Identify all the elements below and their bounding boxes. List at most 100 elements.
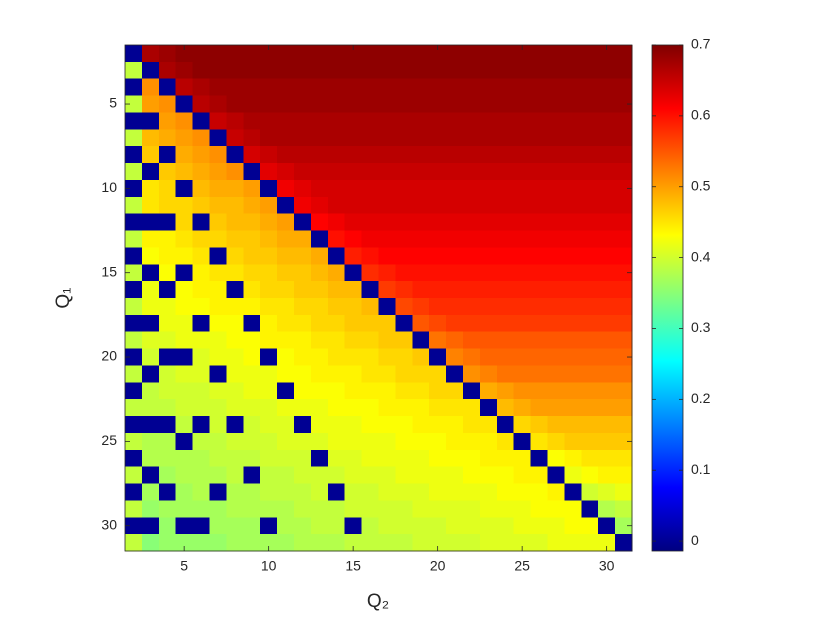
heatmap-cell xyxy=(294,230,312,248)
heatmap-cell xyxy=(209,78,227,96)
heatmap-cell xyxy=(446,466,464,484)
heatmap-cell xyxy=(327,534,346,552)
heatmap-cell xyxy=(547,129,565,147)
heatmap-cell xyxy=(378,314,396,333)
heatmap-cell xyxy=(547,61,565,80)
heatmap-cell xyxy=(446,45,464,63)
heatmap-cell xyxy=(429,298,447,316)
heatmap-cell xyxy=(598,314,616,333)
heatmap-cell xyxy=(581,230,599,248)
heatmap-cell xyxy=(564,449,582,468)
heatmap-cell xyxy=(260,163,278,181)
heatmap-cell xyxy=(463,382,481,400)
heatmap-cell xyxy=(327,298,346,316)
heatmap-cell xyxy=(530,247,548,265)
heatmap-cell xyxy=(564,247,582,265)
heatmap-cell xyxy=(412,264,430,282)
heatmap-cell xyxy=(547,230,565,248)
heatmap-cell xyxy=(361,179,379,198)
heatmap-cell xyxy=(243,230,261,248)
heatmap-cell xyxy=(327,78,346,96)
heatmap-cell xyxy=(479,466,498,484)
heatmap-cell xyxy=(479,449,498,468)
heatmap-cell xyxy=(125,331,143,349)
heatmap-cell xyxy=(429,314,447,333)
heatmap-cell xyxy=(479,196,498,215)
heatmap-cell xyxy=(158,466,177,484)
heatmap-cell xyxy=(581,213,599,231)
heatmap-cell xyxy=(547,483,565,501)
heatmap-cell xyxy=(192,230,210,248)
heatmap-cell xyxy=(310,179,329,198)
heatmap-cell xyxy=(378,230,396,248)
heatmap-cell xyxy=(209,534,227,552)
heatmap-cell xyxy=(327,416,346,434)
heatmap-cell xyxy=(581,281,599,299)
heatmap-cell xyxy=(581,264,599,282)
heatmap-cell xyxy=(243,112,261,130)
heatmap-cell xyxy=(513,298,531,316)
heatmap-cell xyxy=(395,264,413,282)
heatmap-cell xyxy=(395,213,413,231)
heatmap-cell xyxy=(344,432,362,451)
heatmap-cell xyxy=(141,466,160,484)
heatmap-cell xyxy=(446,382,464,400)
heatmap-cell xyxy=(125,95,143,113)
heatmap-cell xyxy=(615,534,633,552)
heatmap-cell xyxy=(496,382,515,400)
heatmap-cell xyxy=(344,281,362,299)
heatmap-cell xyxy=(243,61,261,80)
heatmap-cell xyxy=(327,281,346,299)
heatmap-cell xyxy=(125,432,143,451)
heatmap-cell xyxy=(209,247,227,265)
heatmap-cell xyxy=(344,146,362,164)
heatmap-cell xyxy=(260,61,278,80)
heatmap-cell xyxy=(395,61,413,80)
heatmap-cell xyxy=(327,314,346,333)
heatmap-cell xyxy=(158,146,177,164)
heatmap-cell xyxy=(310,517,329,535)
heatmap-cell xyxy=(479,331,498,349)
heatmap-cell xyxy=(344,264,362,282)
heatmap-cell xyxy=(395,230,413,248)
heatmap-cell xyxy=(141,95,160,113)
heatmap-cell xyxy=(226,331,244,349)
heatmap-cell xyxy=(243,129,261,147)
heatmap-cell xyxy=(615,348,633,366)
heatmap-cell xyxy=(479,247,498,265)
heatmap-cell xyxy=(243,179,261,198)
heatmap-cell xyxy=(361,163,379,181)
heatmap-cell xyxy=(277,179,295,198)
heatmap-cell xyxy=(294,314,312,333)
heatmap-cell xyxy=(378,281,396,299)
heatmap-cell xyxy=(344,365,362,383)
heatmap-cell xyxy=(598,129,616,147)
heatmap-cell xyxy=(615,432,633,451)
heatmap-cell xyxy=(327,348,346,366)
heatmap-cell xyxy=(479,416,498,434)
heatmap-cell xyxy=(513,348,531,366)
heatmap-cell xyxy=(547,432,565,451)
heatmap-cell xyxy=(581,348,599,366)
heatmap-cell xyxy=(361,432,379,451)
colorbar-tick-label: 0.2 xyxy=(691,390,711,406)
heatmap-cell xyxy=(192,78,210,96)
heatmap-cell xyxy=(513,331,531,349)
heatmap-cell xyxy=(446,247,464,265)
heatmap-cell xyxy=(243,382,261,400)
heatmap-cell xyxy=(378,331,396,349)
heatmap-cell xyxy=(125,348,143,366)
heatmap-cell xyxy=(564,45,582,63)
heatmap-cell xyxy=(547,416,565,434)
heatmap-cell xyxy=(294,517,312,535)
heatmap-cell xyxy=(125,281,143,299)
heatmap-cell xyxy=(294,416,312,434)
heatmap-cell xyxy=(581,146,599,164)
x-tick-label: 10 xyxy=(261,558,277,574)
heatmap-cell xyxy=(361,466,379,484)
heatmap-cell xyxy=(277,45,295,63)
heatmap-cell xyxy=(141,500,160,518)
heatmap-cell xyxy=(192,382,210,400)
heatmap-cell xyxy=(581,45,599,63)
heatmap-cell xyxy=(310,348,329,366)
